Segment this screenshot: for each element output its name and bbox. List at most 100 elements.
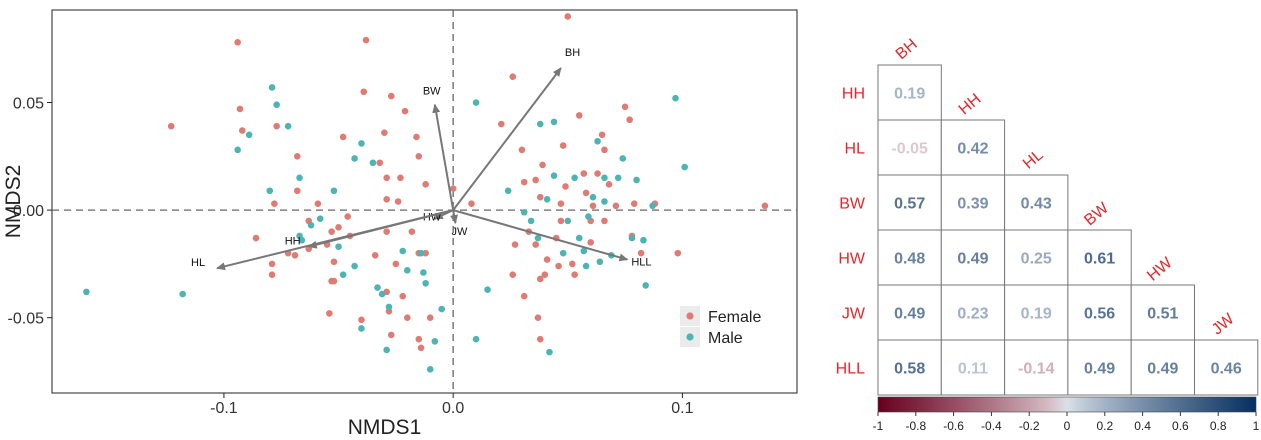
vector-arrow-bh bbox=[452, 67, 562, 211]
point-female bbox=[234, 38, 241, 46]
point-male bbox=[422, 279, 429, 287]
point-male bbox=[420, 269, 427, 276]
plot-frame bbox=[51, 9, 798, 394]
point-female bbox=[291, 251, 299, 259]
point-female bbox=[392, 260, 400, 268]
col-label-hh: HH bbox=[956, 91, 985, 119]
legend-key-male bbox=[686, 333, 694, 341]
point-female bbox=[518, 146, 526, 154]
point-male bbox=[245, 131, 253, 139]
point-female bbox=[621, 103, 629, 111]
colorbar-tick-label: -0.2 bbox=[1019, 419, 1040, 433]
point-male bbox=[234, 146, 241, 154]
colorbar-tick-label: 0.4 bbox=[1134, 419, 1151, 433]
vector-arrow-hl bbox=[216, 209, 454, 271]
point-male bbox=[571, 174, 578, 182]
colorbar-tick-label: -0.8 bbox=[905, 419, 926, 433]
point-female bbox=[571, 271, 578, 278]
point-female bbox=[236, 105, 244, 113]
corr-cell bbox=[1194, 339, 1259, 396]
y-tick-label: 0.00 bbox=[13, 203, 44, 220]
point-female bbox=[589, 202, 597, 210]
col-label-jw: JW bbox=[1209, 310, 1238, 338]
point-female bbox=[314, 200, 322, 207]
point-male bbox=[351, 262, 358, 270]
point-male bbox=[296, 174, 303, 182]
colorbar-tick-label: -1 bbox=[873, 419, 884, 433]
point-female bbox=[543, 256, 551, 263]
point-female bbox=[555, 262, 562, 270]
point-female bbox=[582, 189, 590, 197]
point-female bbox=[426, 314, 434, 321]
point-female bbox=[413, 133, 420, 141]
vector-arrow-hll bbox=[452, 209, 629, 262]
y-tick-label: 0.05 bbox=[13, 96, 44, 113]
point-male bbox=[564, 217, 572, 225]
corr-cell bbox=[877, 284, 942, 341]
corr-cell bbox=[1130, 339, 1195, 396]
point-female bbox=[335, 224, 342, 231]
point-female bbox=[575, 112, 583, 119]
point-male bbox=[543, 196, 551, 203]
point-female bbox=[408, 228, 416, 235]
point-male bbox=[307, 221, 315, 229]
point-female bbox=[328, 277, 335, 285]
point-female bbox=[422, 180, 429, 188]
nmds-scatter-plot: -0.1 0.0 0.10.050.00-0.05NMDS1NMDS2BHBWHWJ… bbox=[2, 9, 798, 439]
point-female bbox=[238, 127, 246, 134]
point-male bbox=[179, 290, 186, 298]
point-male bbox=[374, 284, 381, 291]
point-female bbox=[536, 335, 544, 343]
vector-label-hll: HLL bbox=[631, 257, 651, 269]
point-female bbox=[383, 196, 390, 203]
point-male bbox=[358, 140, 365, 147]
point-male bbox=[438, 305, 445, 313]
point-male bbox=[582, 262, 590, 270]
vector-label-hl: HL bbox=[191, 257, 205, 269]
point-male bbox=[527, 217, 535, 225]
corr-value: 0.19 bbox=[1021, 306, 1052, 323]
point-female bbox=[381, 129, 388, 136]
row-label-hll: HLL bbox=[836, 361, 865, 378]
corr-cell bbox=[1004, 229, 1069, 286]
point-male bbox=[559, 249, 567, 257]
point-female bbox=[511, 241, 519, 248]
colorbar-tick-label: 0 bbox=[1064, 419, 1071, 433]
corr-cell bbox=[1004, 174, 1069, 231]
vector-arrow-bw bbox=[432, 103, 455, 211]
point-female bbox=[569, 260, 576, 268]
point-female bbox=[761, 202, 769, 210]
point-male bbox=[83, 288, 90, 296]
point-male bbox=[633, 176, 640, 184]
point-male bbox=[619, 155, 627, 162]
point-female bbox=[594, 170, 601, 177]
vector-label-hh: HH bbox=[285, 236, 301, 248]
point-female bbox=[509, 73, 517, 81]
point-female bbox=[387, 331, 395, 339]
point-female bbox=[417, 344, 425, 352]
point-female bbox=[612, 202, 620, 210]
corr-value: 0.58 bbox=[894, 361, 925, 378]
point-male bbox=[520, 208, 528, 216]
point-male bbox=[550, 172, 558, 179]
point-male bbox=[594, 137, 601, 145]
corr-cell bbox=[1004, 339, 1069, 396]
point-female bbox=[509, 271, 517, 278]
point-male bbox=[417, 249, 425, 257]
point-male bbox=[614, 174, 622, 182]
point-female bbox=[559, 142, 567, 149]
point-male bbox=[536, 120, 544, 128]
point-female bbox=[330, 258, 338, 266]
corr-value: 0.39 bbox=[957, 196, 988, 213]
point-female bbox=[564, 13, 572, 20]
corr-value: 0.43 bbox=[1021, 196, 1052, 213]
x-tick-label: -0.1 bbox=[210, 400, 238, 417]
corr-cell bbox=[940, 229, 1006, 286]
col-label-bw: BW bbox=[1081, 199, 1112, 229]
point-male bbox=[580, 247, 588, 255]
point-female bbox=[674, 249, 682, 257]
point-male bbox=[351, 155, 358, 162]
point-male bbox=[649, 202, 656, 210]
point-male bbox=[284, 122, 292, 130]
